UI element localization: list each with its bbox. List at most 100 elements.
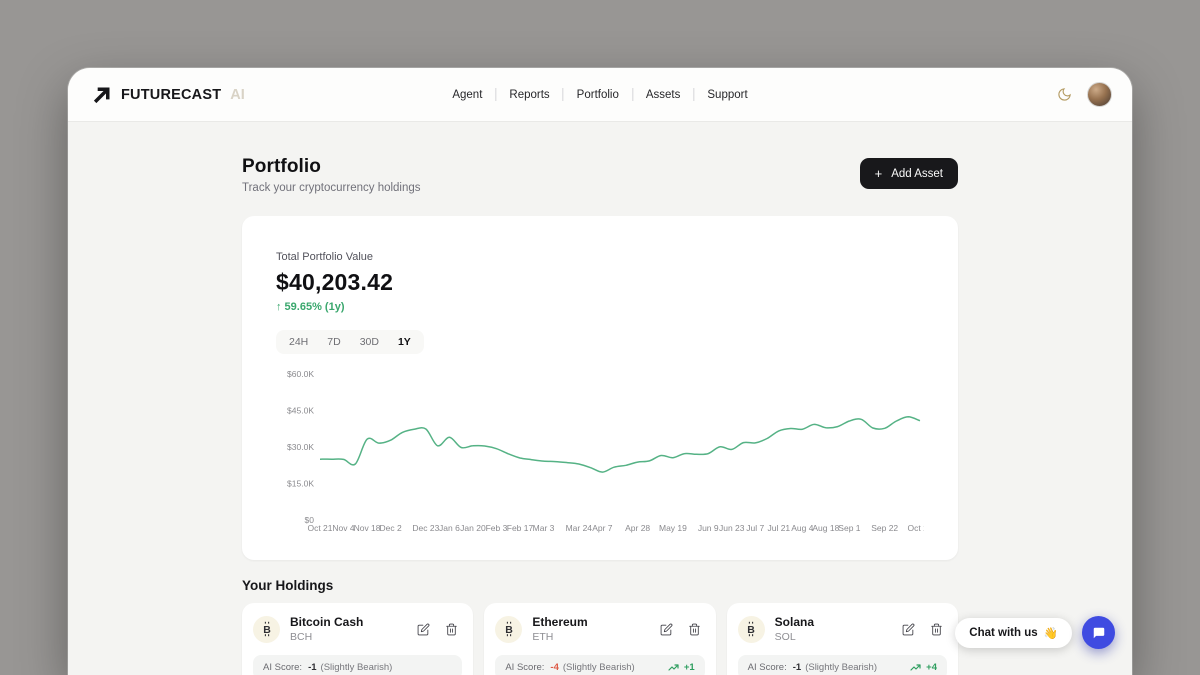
- app-window: FUTURECAST AI Agent Reports Portfolio Assets…: [68, 68, 1132, 675]
- ai-sentiment: (Slightly Bearish): [562, 662, 635, 673]
- svg-text:$60.0K: $60.0K: [287, 369, 314, 379]
- svg-text:Sep 22: Sep 22: [871, 523, 898, 533]
- asset-symbol: ETH: [532, 631, 554, 643]
- total-value-label: Total Portfolio Value: [276, 251, 374, 263]
- brand-suffix: AI: [230, 86, 245, 103]
- range-tab-24h[interactable]: 24H: [289, 336, 309, 348]
- page-title: Portfolio: [242, 156, 321, 177]
- ai-score-row: AI Score: -1 (Slightly Bearish): [253, 655, 463, 675]
- main-area: Portfolio Track your cryptocurrency hold…: [68, 156, 1132, 675]
- delete-asset-button[interactable]: [930, 623, 943, 636]
- svg-text:B: B: [505, 624, 513, 636]
- portfolio-chart-card: Total Portfolio Value $40,203.42 ↑ 59.65…: [242, 216, 958, 560]
- holding-card-sol: B Solana SOL: [726, 603, 958, 675]
- coin-icon: B: [737, 615, 765, 643]
- coin-icon: B: [253, 615, 280, 643]
- svg-text:Feb 3: Feb 3: [486, 523, 508, 533]
- svg-text:Oct 21: Oct 21: [307, 523, 332, 533]
- svg-text:Jan 20: Jan 20: [460, 523, 486, 533]
- trash-icon: [931, 623, 942, 635]
- edit-asset-button[interactable]: [660, 623, 673, 636]
- plus-icon: +: [874, 166, 883, 181]
- logo-arrow-icon: [93, 87, 110, 104]
- header-actions: [1057, 82, 1112, 107]
- nav-item-agent[interactable]: Agent: [452, 88, 483, 101]
- svg-text:Jul 7: Jul 7: [746, 523, 764, 533]
- trend-up-icon: [668, 664, 679, 671]
- trend-delta: +1: [683, 662, 695, 673]
- svg-text:Mar 24: Mar 24: [566, 523, 593, 533]
- edit-pencil-icon: [417, 623, 430, 635]
- chat-bubble-icon: [1093, 627, 1104, 638]
- total-value: $40,203.42: [276, 269, 394, 295]
- nav-item-assets[interactable]: Assets: [619, 88, 681, 101]
- edit-pencil-icon: [660, 623, 673, 635]
- svg-text:Apr 7: Apr 7: [592, 523, 613, 533]
- asset-symbol: BCH: [290, 631, 313, 643]
- svg-text:Nov 4: Nov 4: [332, 523, 354, 533]
- delete-asset-button[interactable]: [688, 623, 701, 636]
- svg-text:$30.0K: $30.0K: [287, 442, 314, 452]
- score-trend: +4: [910, 662, 937, 673]
- svg-text:Mar 3: Mar 3: [533, 523, 555, 533]
- edit-pencil-icon: [902, 623, 915, 635]
- add-asset-label: Add Asset: [891, 167, 943, 180]
- user-avatar[interactable]: [1087, 82, 1112, 107]
- coin-icon: B: [495, 615, 523, 643]
- ai-score-label: AI Score:: [747, 662, 787, 673]
- app-header: FUTURECAST AI Agent Reports Portfolio Assets…: [68, 68, 1132, 122]
- range-tab-1y[interactable]: 1Y: [397, 336, 411, 348]
- brand-name: FUTURECAST: [121, 86, 222, 103]
- range-tab-30d[interactable]: 30D: [359, 336, 379, 348]
- svg-text:Dec 23: Dec 23: [412, 523, 439, 533]
- trash-icon: [688, 623, 700, 635]
- svg-text:Jun 23: Jun 23: [719, 523, 745, 533]
- svg-text:Jun 9: Jun 9: [698, 523, 719, 533]
- svg-text:Jul 21: Jul 21: [767, 523, 790, 533]
- holdings-grid: B Bitcoin Cash BCH: [242, 603, 958, 675]
- ai-score-value: -1: [308, 662, 317, 673]
- ai-sentiment: (Slightly Bearish): [320, 662, 393, 673]
- wave-emoji: 👋: [1043, 627, 1058, 640]
- svg-text:B: B: [747, 624, 755, 636]
- ai-score-row: AI Score: -1 (Slightly Bearish) +4: [737, 655, 947, 675]
- svg-text:Aug 18: Aug 18: [812, 523, 839, 533]
- score-trend: +1: [668, 662, 695, 673]
- nav-item-support[interactable]: Support: [680, 88, 747, 101]
- add-asset-button[interactable]: + Add Asset: [859, 158, 958, 189]
- holdings-heading: Your Holdings: [242, 578, 334, 593]
- edit-asset-button[interactable]: [902, 623, 915, 636]
- nav-item-reports[interactable]: Reports: [482, 88, 549, 101]
- theme-toggle-button[interactable]: [1057, 87, 1072, 102]
- ai-score-label: AI Score:: [505, 662, 545, 673]
- delete-asset-button[interactable]: [445, 623, 458, 636]
- svg-text:May 19: May 19: [659, 523, 687, 533]
- change-badge: ↑ 59.65% (1y): [276, 301, 345, 313]
- svg-text:$45.0K: $45.0K: [287, 406, 314, 416]
- trend-up-icon: [910, 664, 921, 671]
- ai-score-value: -4: [550, 662, 559, 673]
- ai-score-label: AI Score:: [263, 662, 303, 673]
- svg-text:Nov 18: Nov 18: [354, 523, 381, 533]
- brand-logo[interactable]: FUTURECAST AI: [92, 84, 245, 105]
- svg-text:$0: $0: [305, 515, 315, 525]
- time-range-tabs: 24H 7D 30D 1Y: [276, 330, 424, 354]
- ai-sentiment: (Slightly Bearish): [805, 662, 877, 673]
- nav-item-portfolio[interactable]: Portfolio: [550, 88, 619, 101]
- chat-launcher-button[interactable]: [1082, 616, 1115, 649]
- svg-text:B: B: [263, 624, 271, 636]
- svg-text:$15.0K: $15.0K: [287, 479, 314, 489]
- trend-delta: +4: [926, 662, 937, 673]
- chat-with-us-bubble[interactable]: Chat with us 👋: [955, 617, 1072, 648]
- moon-icon: [1058, 88, 1071, 101]
- svg-text:Aug 4: Aug 4: [791, 523, 813, 533]
- page-subtitle: Track your cryptocurrency holdings: [242, 182, 421, 194]
- trash-icon: [446, 623, 458, 635]
- range-tab-7d[interactable]: 7D: [327, 336, 341, 348]
- ai-score-value: -1: [792, 662, 802, 673]
- asset-name: Ethereum: [532, 615, 588, 629]
- edit-asset-button[interactable]: [417, 623, 430, 636]
- asset-name: Bitcoin Cash: [290, 615, 364, 629]
